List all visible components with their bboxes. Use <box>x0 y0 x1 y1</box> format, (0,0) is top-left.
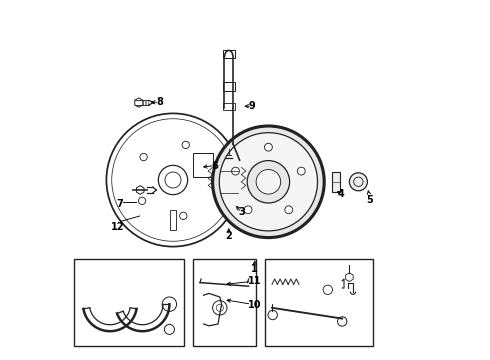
Text: 12: 12 <box>110 222 124 232</box>
Circle shape <box>213 126 324 238</box>
Bar <box>223 103 235 110</box>
Bar <box>223 82 235 91</box>
Circle shape <box>220 133 318 231</box>
Text: 2: 2 <box>225 231 232 241</box>
Bar <box>193 259 256 346</box>
Bar <box>224 203 233 214</box>
Bar <box>170 210 176 230</box>
Text: 8: 8 <box>156 97 163 107</box>
Circle shape <box>285 206 293 214</box>
Bar <box>223 50 235 58</box>
Circle shape <box>297 167 305 175</box>
Text: 10: 10 <box>248 300 262 310</box>
Text: 4: 4 <box>338 189 345 199</box>
Bar <box>218 158 240 205</box>
Text: 1: 1 <box>251 264 258 274</box>
Circle shape <box>232 167 240 175</box>
Circle shape <box>256 170 281 194</box>
Circle shape <box>349 173 368 191</box>
Text: 6: 6 <box>211 161 218 171</box>
Circle shape <box>244 206 252 214</box>
Bar <box>74 259 184 346</box>
Circle shape <box>265 143 272 151</box>
Text: 7: 7 <box>116 199 123 210</box>
Circle shape <box>247 161 290 203</box>
Bar <box>193 153 213 177</box>
Bar <box>332 172 340 192</box>
Text: 11: 11 <box>248 276 262 286</box>
Text: 5: 5 <box>366 195 372 205</box>
Text: 9: 9 <box>249 101 256 111</box>
Text: 3: 3 <box>238 207 245 217</box>
Bar <box>265 259 373 346</box>
